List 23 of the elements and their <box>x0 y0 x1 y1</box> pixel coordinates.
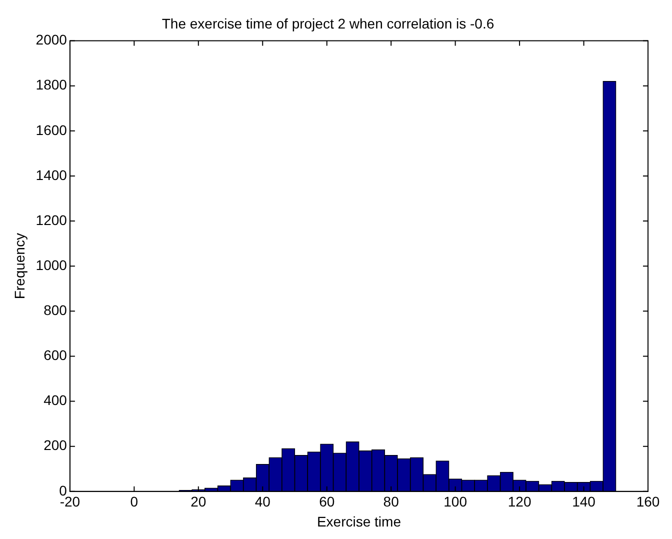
x-tick-label: 120 <box>508 494 532 510</box>
y-axis-title: Frequency <box>11 233 28 300</box>
y-tick-label: 1400 <box>36 166 68 183</box>
y-tick-label: 200 <box>44 437 68 454</box>
chart-title: The exercise time of project 2 when correlation is -0.6 <box>162 15 494 32</box>
y-tick-label: 1200 <box>36 212 68 228</box>
x-tick-label: 80 <box>383 494 400 510</box>
y-tick-label: 600 <box>44 347 68 364</box>
y-tick-label: 0 <box>59 482 68 498</box>
x-tick-label: 160 <box>636 494 660 510</box>
x-tick-label: 40 <box>254 494 271 510</box>
x-tick-label: 20 <box>190 494 206 510</box>
y-tick-label: 1800 <box>36 76 68 93</box>
x-tick-label: 0 <box>130 494 138 510</box>
y-tick-label: 800 <box>44 302 68 318</box>
y-tick-label: 1600 <box>36 122 68 138</box>
y-tick-label: 1000 <box>36 256 68 273</box>
x-tick-label: 140 <box>572 494 596 510</box>
x-tick-label: 100 <box>444 494 468 510</box>
y-tick-label: 400 <box>44 392 68 408</box>
x-axis-title: Exercise time <box>316 513 402 530</box>
x-tick-label: 60 <box>319 494 335 510</box>
y-tick-label: 2000 <box>36 32 68 48</box>
